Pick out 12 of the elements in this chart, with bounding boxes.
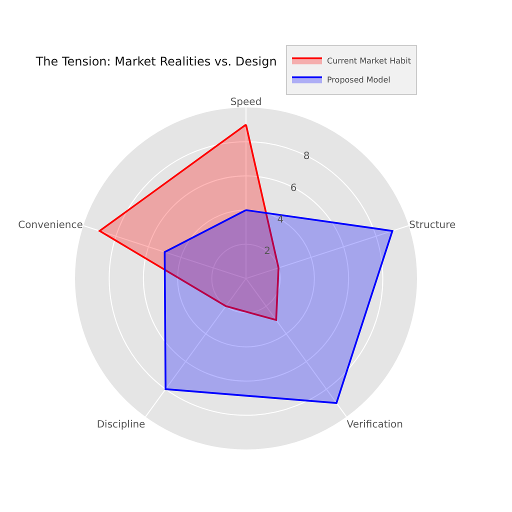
y-tick-label: 4 <box>277 214 284 226</box>
spoke-label: Structure <box>409 220 456 232</box>
spoke-label: Discipline <box>96 419 146 430</box>
y-tick-label: 6 <box>290 182 297 194</box>
legend-label: Current Market Habit <box>327 56 411 66</box>
spoke-label: Speed <box>230 97 262 108</box>
y-tick-label: 8 <box>303 151 310 162</box>
spoke-label: Verification <box>346 419 403 430</box>
text: The Tension: Market Realities vs. Design <box>34 54 277 69</box>
legend-label: Proposed Model <box>327 75 390 84</box>
y-tick-label: 2 <box>264 246 271 258</box>
spoke-label: Convenience <box>18 220 83 232</box>
